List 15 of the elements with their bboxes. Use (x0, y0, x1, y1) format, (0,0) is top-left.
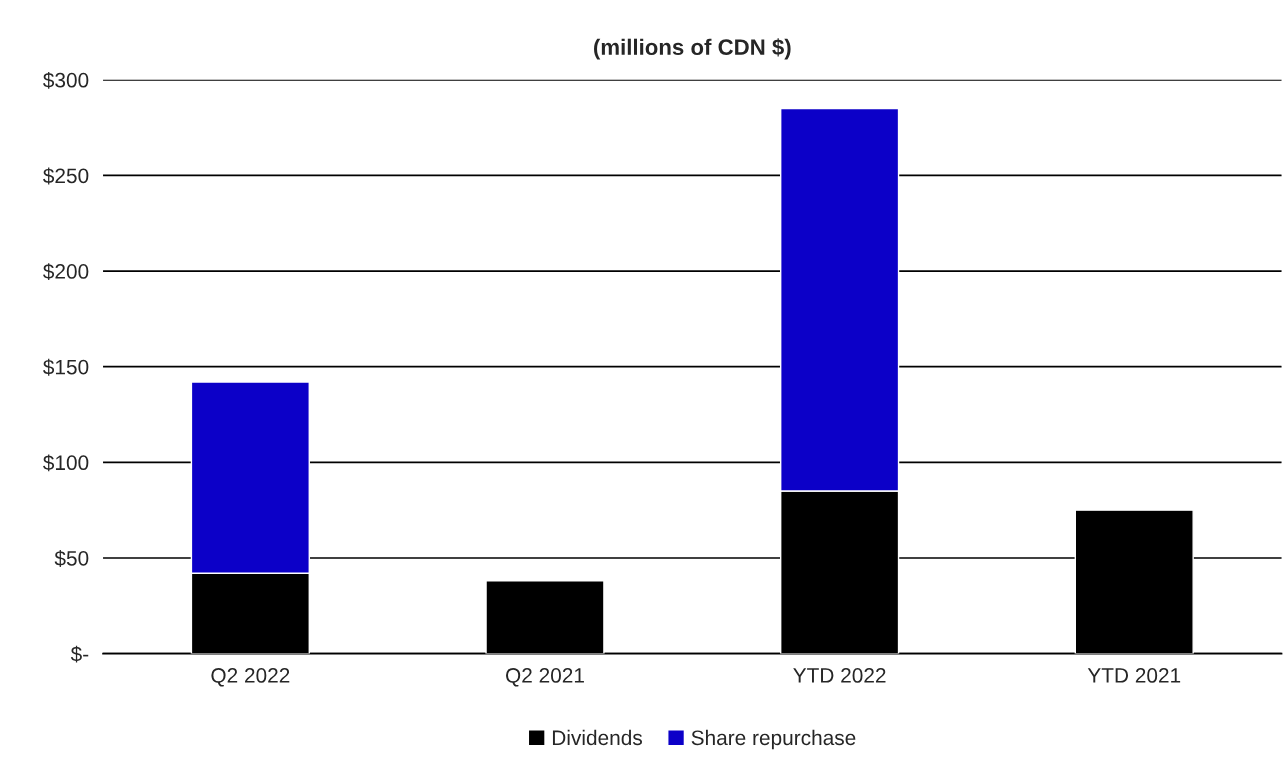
bar (485, 580, 605, 654)
x-tick-label: Q2 2022 (211, 668, 290, 687)
legend-label: Share repurchase (691, 729, 856, 750)
y-tick-label: $250 (43, 167, 89, 185)
legend-label: Dividends (552, 729, 642, 746)
y-tick-label: $50 (54, 550, 89, 567)
y-tick-label: $300 (43, 71, 89, 89)
x-tick-label: Q2 2021 (506, 668, 584, 687)
y-tick-label: $100 (43, 454, 89, 472)
x-tick-label: YTD 2021 (1087, 668, 1181, 683)
y-tick-label: $150 (43, 358, 89, 376)
y-tick-label: $200 (43, 263, 89, 281)
y-tick-label: $- (70, 645, 89, 663)
chart-title: (millions of CDN $) (594, 38, 791, 60)
x-tick-label: YTD 2022 (793, 668, 886, 683)
